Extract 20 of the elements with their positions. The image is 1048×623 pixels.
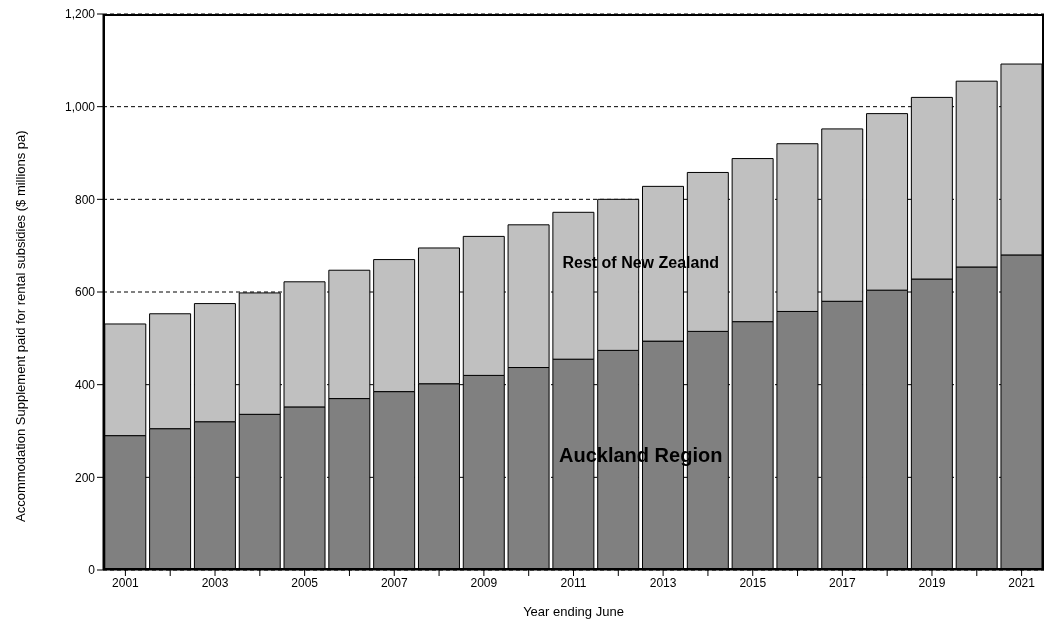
y-tick-label: 1,000 <box>64 99 96 114</box>
x-tick-label: 2005 <box>291 575 319 590</box>
x-tick-label: 2009 <box>470 575 498 590</box>
y-tick-label: 600 <box>74 285 96 300</box>
y-tick-label: 0 <box>88 563 96 578</box>
x-tick-label: 2019 <box>918 575 946 590</box>
x-tick-label: 2003 <box>201 575 229 590</box>
x-tick-label: 2015 <box>739 575 767 590</box>
y-tick-label: 800 <box>74 192 96 207</box>
y-tick-label: 200 <box>74 470 96 485</box>
x-tick-label: 2007 <box>380 575 408 590</box>
x-tick-label: 2017 <box>829 575 857 590</box>
x-tick-label: 2013 <box>649 575 677 590</box>
x-tick-label: 2021 <box>1008 575 1036 590</box>
x-axis-title: Year ending June <box>523 604 624 619</box>
y-tick-label: 1,200 <box>64 7 96 22</box>
x-tick-label: 2011 <box>560 575 587 590</box>
y-axis-title: Accommodation Supplement paid for rental subsidies ($ millions pa) <box>12 130 28 522</box>
y-tick-label: 400 <box>74 377 96 392</box>
x-tick-label: 2001 <box>112 575 140 590</box>
